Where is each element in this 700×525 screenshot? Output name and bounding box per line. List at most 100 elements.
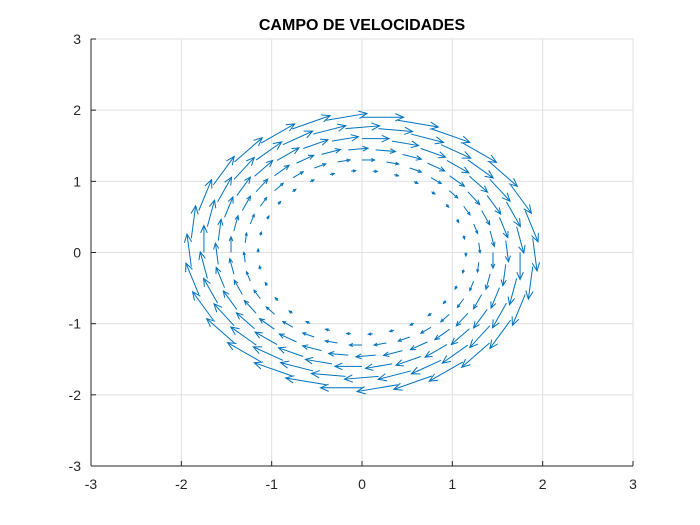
arrow-head <box>190 204 199 215</box>
quiver-arrow <box>314 163 327 169</box>
arrow-head <box>283 164 291 171</box>
quiver-arrow <box>486 195 502 216</box>
quiver-arrow <box>516 226 526 255</box>
arrow-head <box>428 373 439 382</box>
quiver-arrow <box>279 360 314 372</box>
arrow-head <box>354 353 362 360</box>
chart-title: CAMPO DE VELOCIDADES <box>259 17 466 34</box>
arrow-head <box>263 196 268 201</box>
arrow-head <box>272 141 283 150</box>
arrow-head <box>381 134 391 143</box>
quiver-arrow <box>427 312 432 317</box>
arrow-shaft <box>224 196 234 218</box>
arrow-shaft <box>486 195 502 215</box>
quiver-arrow <box>228 257 235 275</box>
arrow-shaft <box>245 271 251 282</box>
arrow-shaft <box>255 141 283 161</box>
quiver-arrow <box>235 312 255 330</box>
arrow-head <box>284 375 295 384</box>
arrow-head <box>213 241 220 250</box>
quiver-arrow <box>439 314 450 323</box>
quiver-arrow <box>241 195 252 211</box>
quiver-arrow <box>397 336 410 342</box>
quiver-arrow <box>462 142 498 163</box>
arrow-head <box>262 178 269 185</box>
arrow-head <box>507 296 516 307</box>
x-tick-labels: -3 -2 -1 0 1 2 3 <box>85 476 637 492</box>
arrow-head <box>500 279 507 287</box>
arrow-head <box>324 339 329 344</box>
arrow-shaft <box>292 115 331 130</box>
arrow-head <box>256 247 260 252</box>
quiver-arrow <box>222 289 238 310</box>
arrow-head <box>234 214 240 221</box>
quiver-arrow <box>489 319 512 350</box>
quiver-arrow <box>413 180 419 184</box>
arrow-shaft <box>492 302 507 329</box>
quiver-arrow <box>525 266 534 301</box>
arrow-shaft <box>410 341 428 351</box>
arrow-shaft <box>192 291 214 321</box>
arrow-shaft <box>373 342 387 346</box>
arrow-head <box>508 177 519 188</box>
quiver-arrow <box>217 176 233 203</box>
arrow-shaft <box>198 179 213 211</box>
arrow-shaft <box>527 266 534 300</box>
quiver-arrow <box>469 280 475 292</box>
arrow-head <box>484 284 490 291</box>
arrow-head <box>198 250 206 261</box>
quiver-arrow <box>456 298 465 309</box>
arrow-shaft <box>391 140 419 147</box>
quiver-arrow <box>490 287 500 310</box>
arrow-shaft <box>276 147 300 161</box>
quiver-arrow <box>449 175 466 187</box>
arrow-head <box>531 262 541 273</box>
arrow-head <box>429 121 440 130</box>
quiver-arrow <box>372 169 379 173</box>
arrow-shaft <box>212 156 235 186</box>
quiver-arrow <box>362 134 391 143</box>
arrow-head <box>372 342 378 347</box>
arrow-shaft <box>278 347 304 357</box>
quiver-arrow <box>266 214 270 220</box>
quiver-arrow <box>409 167 423 173</box>
quiver-arrow <box>351 169 357 173</box>
quiver-arrow <box>200 224 208 253</box>
quiver-arrow <box>245 270 251 282</box>
arrow-head <box>409 345 416 351</box>
quiver-arrow <box>264 281 268 287</box>
arrow-head <box>490 241 496 248</box>
quiver-arrow <box>288 310 293 314</box>
arrow-head <box>215 266 222 274</box>
arrow-shaft <box>393 375 432 390</box>
arrow-head <box>301 344 309 350</box>
quiver-arrow <box>455 312 469 327</box>
quiver-arrow <box>500 264 507 287</box>
arrow-head <box>310 370 320 379</box>
quiver-arrow <box>215 266 226 288</box>
arrow-head <box>434 136 445 145</box>
arrow-head <box>292 188 297 193</box>
arrow-shaft <box>292 171 304 179</box>
arrow-head <box>310 179 316 183</box>
arrow-shaft <box>467 159 494 179</box>
arrow-shaft <box>502 264 507 286</box>
quiver-arrow <box>313 123 347 135</box>
arrow-shaft <box>485 273 491 290</box>
arrow-head <box>253 289 258 294</box>
arrow-head <box>382 351 390 357</box>
arrow-shaft <box>285 377 327 386</box>
arrow-shaft <box>450 328 470 345</box>
y-tick-label: 0 <box>73 245 81 261</box>
arrow-head <box>485 219 491 226</box>
arrow-head <box>322 163 327 167</box>
quiver-arrow <box>504 240 511 264</box>
arrow-head <box>461 269 465 275</box>
arrow-shaft <box>516 226 525 254</box>
arrow-head <box>242 251 246 256</box>
arrow-shaft <box>481 210 491 226</box>
quiver-arrow <box>258 318 275 330</box>
arrow-shaft <box>326 112 368 121</box>
quiver-arrow <box>392 375 432 391</box>
quiver-arrow <box>442 300 447 305</box>
